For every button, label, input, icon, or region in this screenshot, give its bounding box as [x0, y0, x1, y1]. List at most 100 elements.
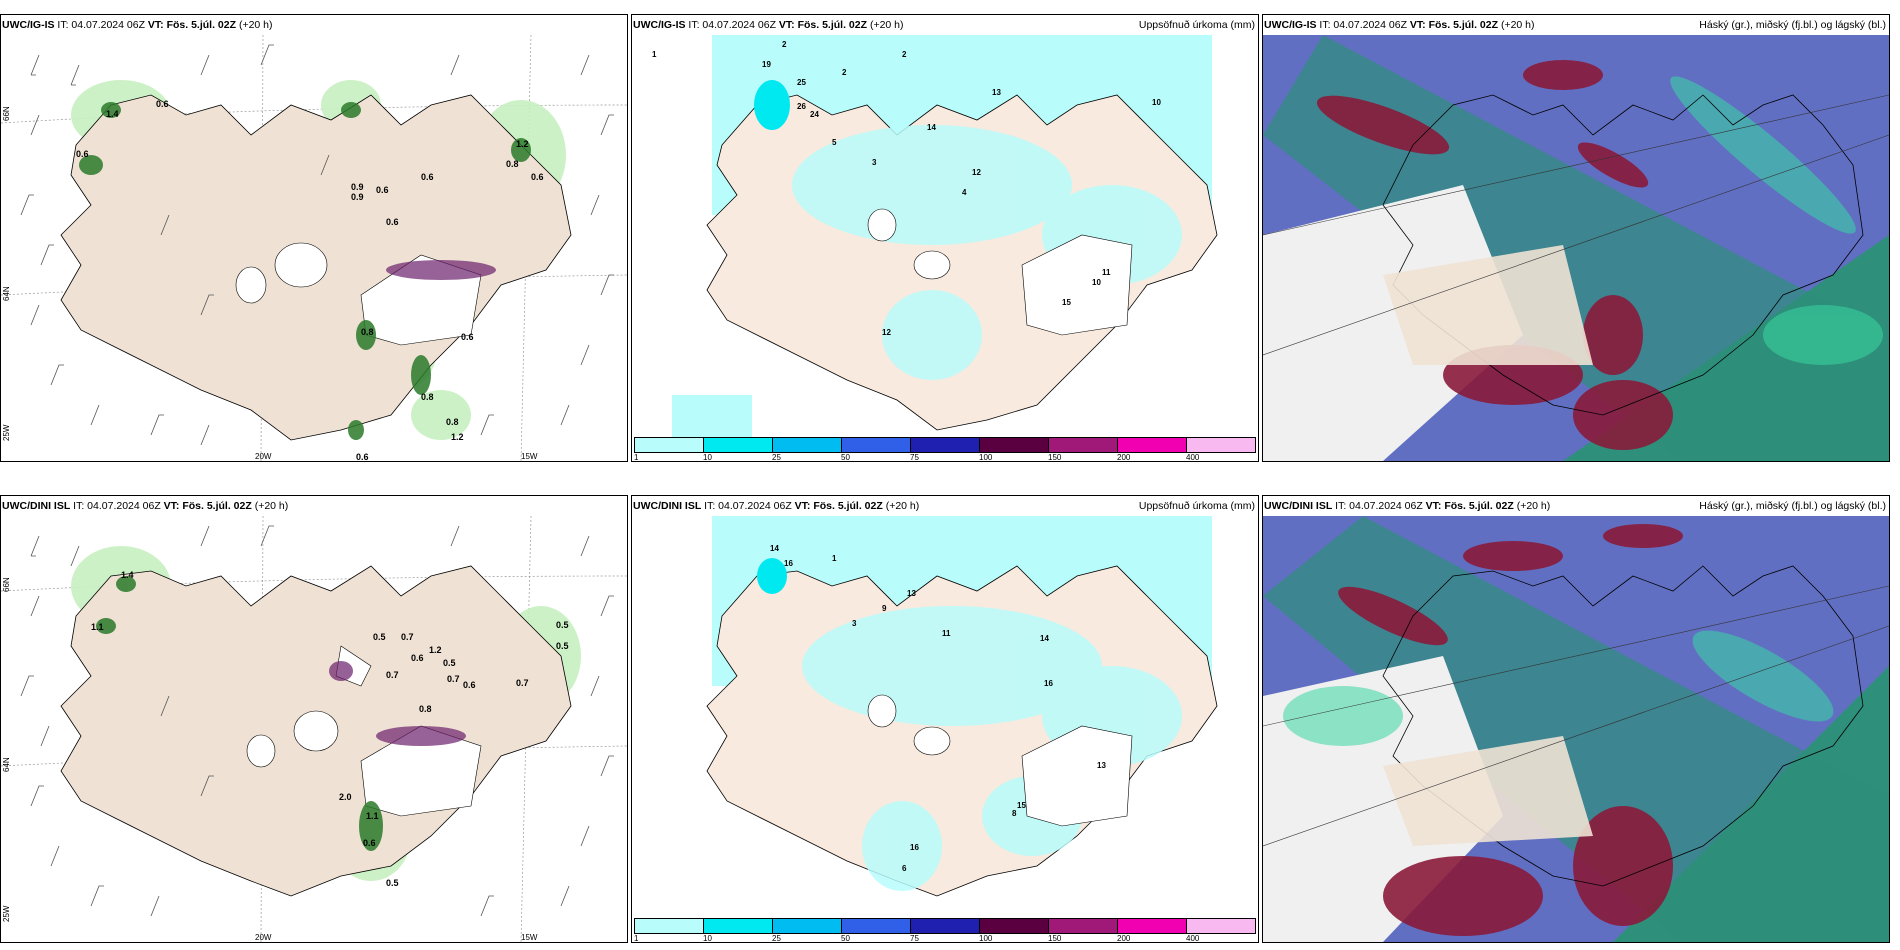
svg-text:1.4: 1.4 — [121, 570, 134, 580]
valid-time: Fös. 5.júl. 02Z — [797, 19, 868, 31]
init-time: IT: 04.07.2024 06Z — [1319, 19, 1407, 31]
svg-text:25W: 25W — [2, 424, 11, 441]
svg-text:0.6: 0.6 — [531, 172, 544, 182]
panel-title: Háský (gr.), miðský (fj.bl.) og lágský (… — [1699, 19, 1886, 31]
colorbar-label: 75 — [910, 934, 919, 943]
svg-text:2.0: 2.0 — [339, 792, 352, 802]
svg-text:12: 12 — [972, 168, 981, 177]
svg-text:16: 16 — [1044, 679, 1053, 688]
svg-text:14: 14 — [770, 544, 779, 553]
init-time: IT: 04.07.2024 06Z — [1335, 500, 1423, 512]
panel-dini-clouds: UWC/DINI ISL IT: 04.07.2024 06Z VT: Fös.… — [1262, 495, 1890, 943]
svg-text:25W: 25W — [2, 905, 11, 922]
svg-text:0.6: 0.6 — [376, 185, 389, 195]
lead-time: (+20 h) — [869, 19, 904, 31]
wind-map: 0.6 1.4 0.6 0.6 0.9 0.9 0.6 0.6 0.6 0.8 … — [1, 35, 627, 461]
colorbar-label: 400 — [1186, 934, 1200, 943]
panel-header: UWC/DINI ISL IT: 04.07.2024 06Z VT: Fös.… — [1263, 496, 1889, 516]
panel-header: UWC/IG-IS IT: 04.07.2024 06Z VT: Fös. 5.… — [1263, 15, 1889, 35]
svg-text:0.9: 0.9 — [351, 192, 364, 202]
svg-text:1.2: 1.2 — [429, 645, 442, 655]
svg-text:25: 25 — [797, 78, 806, 87]
svg-text:0.7: 0.7 — [401, 632, 414, 642]
model-name: UWC/IG-IS — [633, 19, 686, 31]
svg-text:13: 13 — [1097, 761, 1106, 770]
colorbar-swatch — [704, 438, 773, 452]
svg-text:0.8: 0.8 — [421, 392, 434, 402]
svg-text:0.8: 0.8 — [419, 704, 432, 714]
wind-barbs — [20, 525, 614, 917]
svg-text:26: 26 — [797, 102, 806, 111]
svg-text:1.2: 1.2 — [451, 432, 464, 442]
svg-text:0.5: 0.5 — [443, 658, 456, 668]
colorbar-label: 100 — [979, 934, 993, 943]
precip-map: 14 16 1 3 9 13 11 14 16 13 15 16 6 8 — [706, 516, 1218, 897]
svg-text:66N: 66N — [2, 106, 11, 121]
svg-text:0.5: 0.5 — [386, 878, 399, 888]
init-time: IT: 04.07.2024 06Z — [73, 500, 161, 512]
model-name: UWC/IG-IS — [2, 19, 55, 31]
svg-text:64N: 64N — [2, 757, 11, 772]
cloud-map — [1263, 516, 1889, 942]
svg-text:1.4: 1.4 — [106, 109, 119, 119]
colorbar-swatch — [842, 438, 911, 452]
svg-text:0.6: 0.6 — [386, 217, 399, 227]
wind-values: 0.6 1.4 0.6 0.6 0.9 0.9 0.6 0.6 0.6 0.8 … — [76, 99, 544, 461]
colorbar-label: 200 — [1117, 453, 1131, 462]
svg-text:5: 5 — [832, 138, 837, 147]
colorbar-swatch — [773, 919, 842, 933]
svg-text:1.1: 1.1 — [366, 811, 379, 821]
svg-text:0.8: 0.8 — [446, 417, 459, 427]
model-name: UWC/IG-IS — [1264, 19, 1317, 31]
svg-text:66N: 66N — [2, 577, 11, 592]
lead-time: (+20 h) — [1516, 500, 1551, 512]
colorbar-swatch — [980, 438, 1049, 452]
svg-text:0.6: 0.6 — [411, 653, 424, 663]
svg-text:15W: 15W — [521, 452, 538, 461]
svg-text:20W: 20W — [255, 452, 272, 461]
valid-time: Fös. 5.júl. 02Z — [182, 500, 252, 512]
wind-barbs — [20, 44, 614, 446]
colorbar-swatch — [1049, 919, 1118, 933]
colorbar: 1 10 25 50 75 100 150 200 400 — [634, 918, 1256, 943]
model-name: UWC/DINI ISL — [1264, 500, 1333, 512]
svg-text:0.8: 0.8 — [361, 327, 374, 337]
panel-header: UWC/DINI ISL IT: 04.07.2024 06Z VT: Fös.… — [632, 496, 1258, 516]
cloud-map — [1263, 35, 1889, 461]
colorbar-swatch — [911, 438, 980, 452]
svg-text:2: 2 — [842, 68, 847, 77]
panel-header: UWC/IG-IS IT: 04.07.2024 06Z VT: Fös. 5.… — [632, 15, 1258, 35]
colorbar-swatch — [1118, 919, 1187, 933]
svg-text:0.6: 0.6 — [76, 149, 89, 159]
svg-text:64N: 64N — [2, 286, 11, 301]
svg-text:10: 10 — [1152, 98, 1161, 107]
model-name: UWC/DINI ISL — [633, 500, 702, 512]
svg-text:16: 16 — [910, 843, 919, 852]
svg-text:12: 12 — [882, 328, 891, 337]
svg-text:4: 4 — [962, 188, 967, 197]
valid-label: VT: — [147, 19, 164, 31]
svg-text:3: 3 — [872, 158, 877, 167]
svg-text:15: 15 — [1017, 801, 1026, 810]
precip-values: 14 16 1 3 9 13 11 14 16 13 15 16 6 8 — [770, 544, 1106, 873]
svg-text:0.6: 0.6 — [356, 452, 369, 461]
colorbar-swatch — [773, 438, 842, 452]
colorbar-label: 10 — [703, 453, 712, 462]
valid-time: Fös. 5.júl. 02Z — [166, 19, 237, 31]
lead-time: (+20 h) — [238, 19, 273, 31]
lead-time: (+20 h) — [254, 500, 289, 512]
svg-text:0.7: 0.7 — [386, 670, 399, 680]
colorbar-label: 100 — [979, 453, 993, 462]
svg-text:11: 11 — [942, 629, 951, 638]
colorbar-label: 1 — [634, 453, 639, 462]
svg-text:0.7: 0.7 — [447, 674, 460, 684]
wind-values: 1.4 1.1 0.5 0.7 0.6 1.2 0.5 0.7 0.7 0.5 … — [91, 570, 569, 888]
svg-text:8: 8 — [1012, 809, 1017, 818]
panel-ig-wind: UWC/IG-IS IT: 04.07.2024 06Z VT: Fös. 5.… — [0, 14, 628, 462]
lead-time: (+20 h) — [1500, 19, 1535, 31]
colorbar-swatch — [842, 919, 911, 933]
svg-text:14: 14 — [927, 123, 936, 132]
colorbar-label: 50 — [841, 453, 850, 462]
panel-ig-clouds: UWC/IG-IS IT: 04.07.2024 06Z VT: Fös. 5.… — [1262, 14, 1890, 462]
svg-text:0.5: 0.5 — [556, 641, 569, 651]
